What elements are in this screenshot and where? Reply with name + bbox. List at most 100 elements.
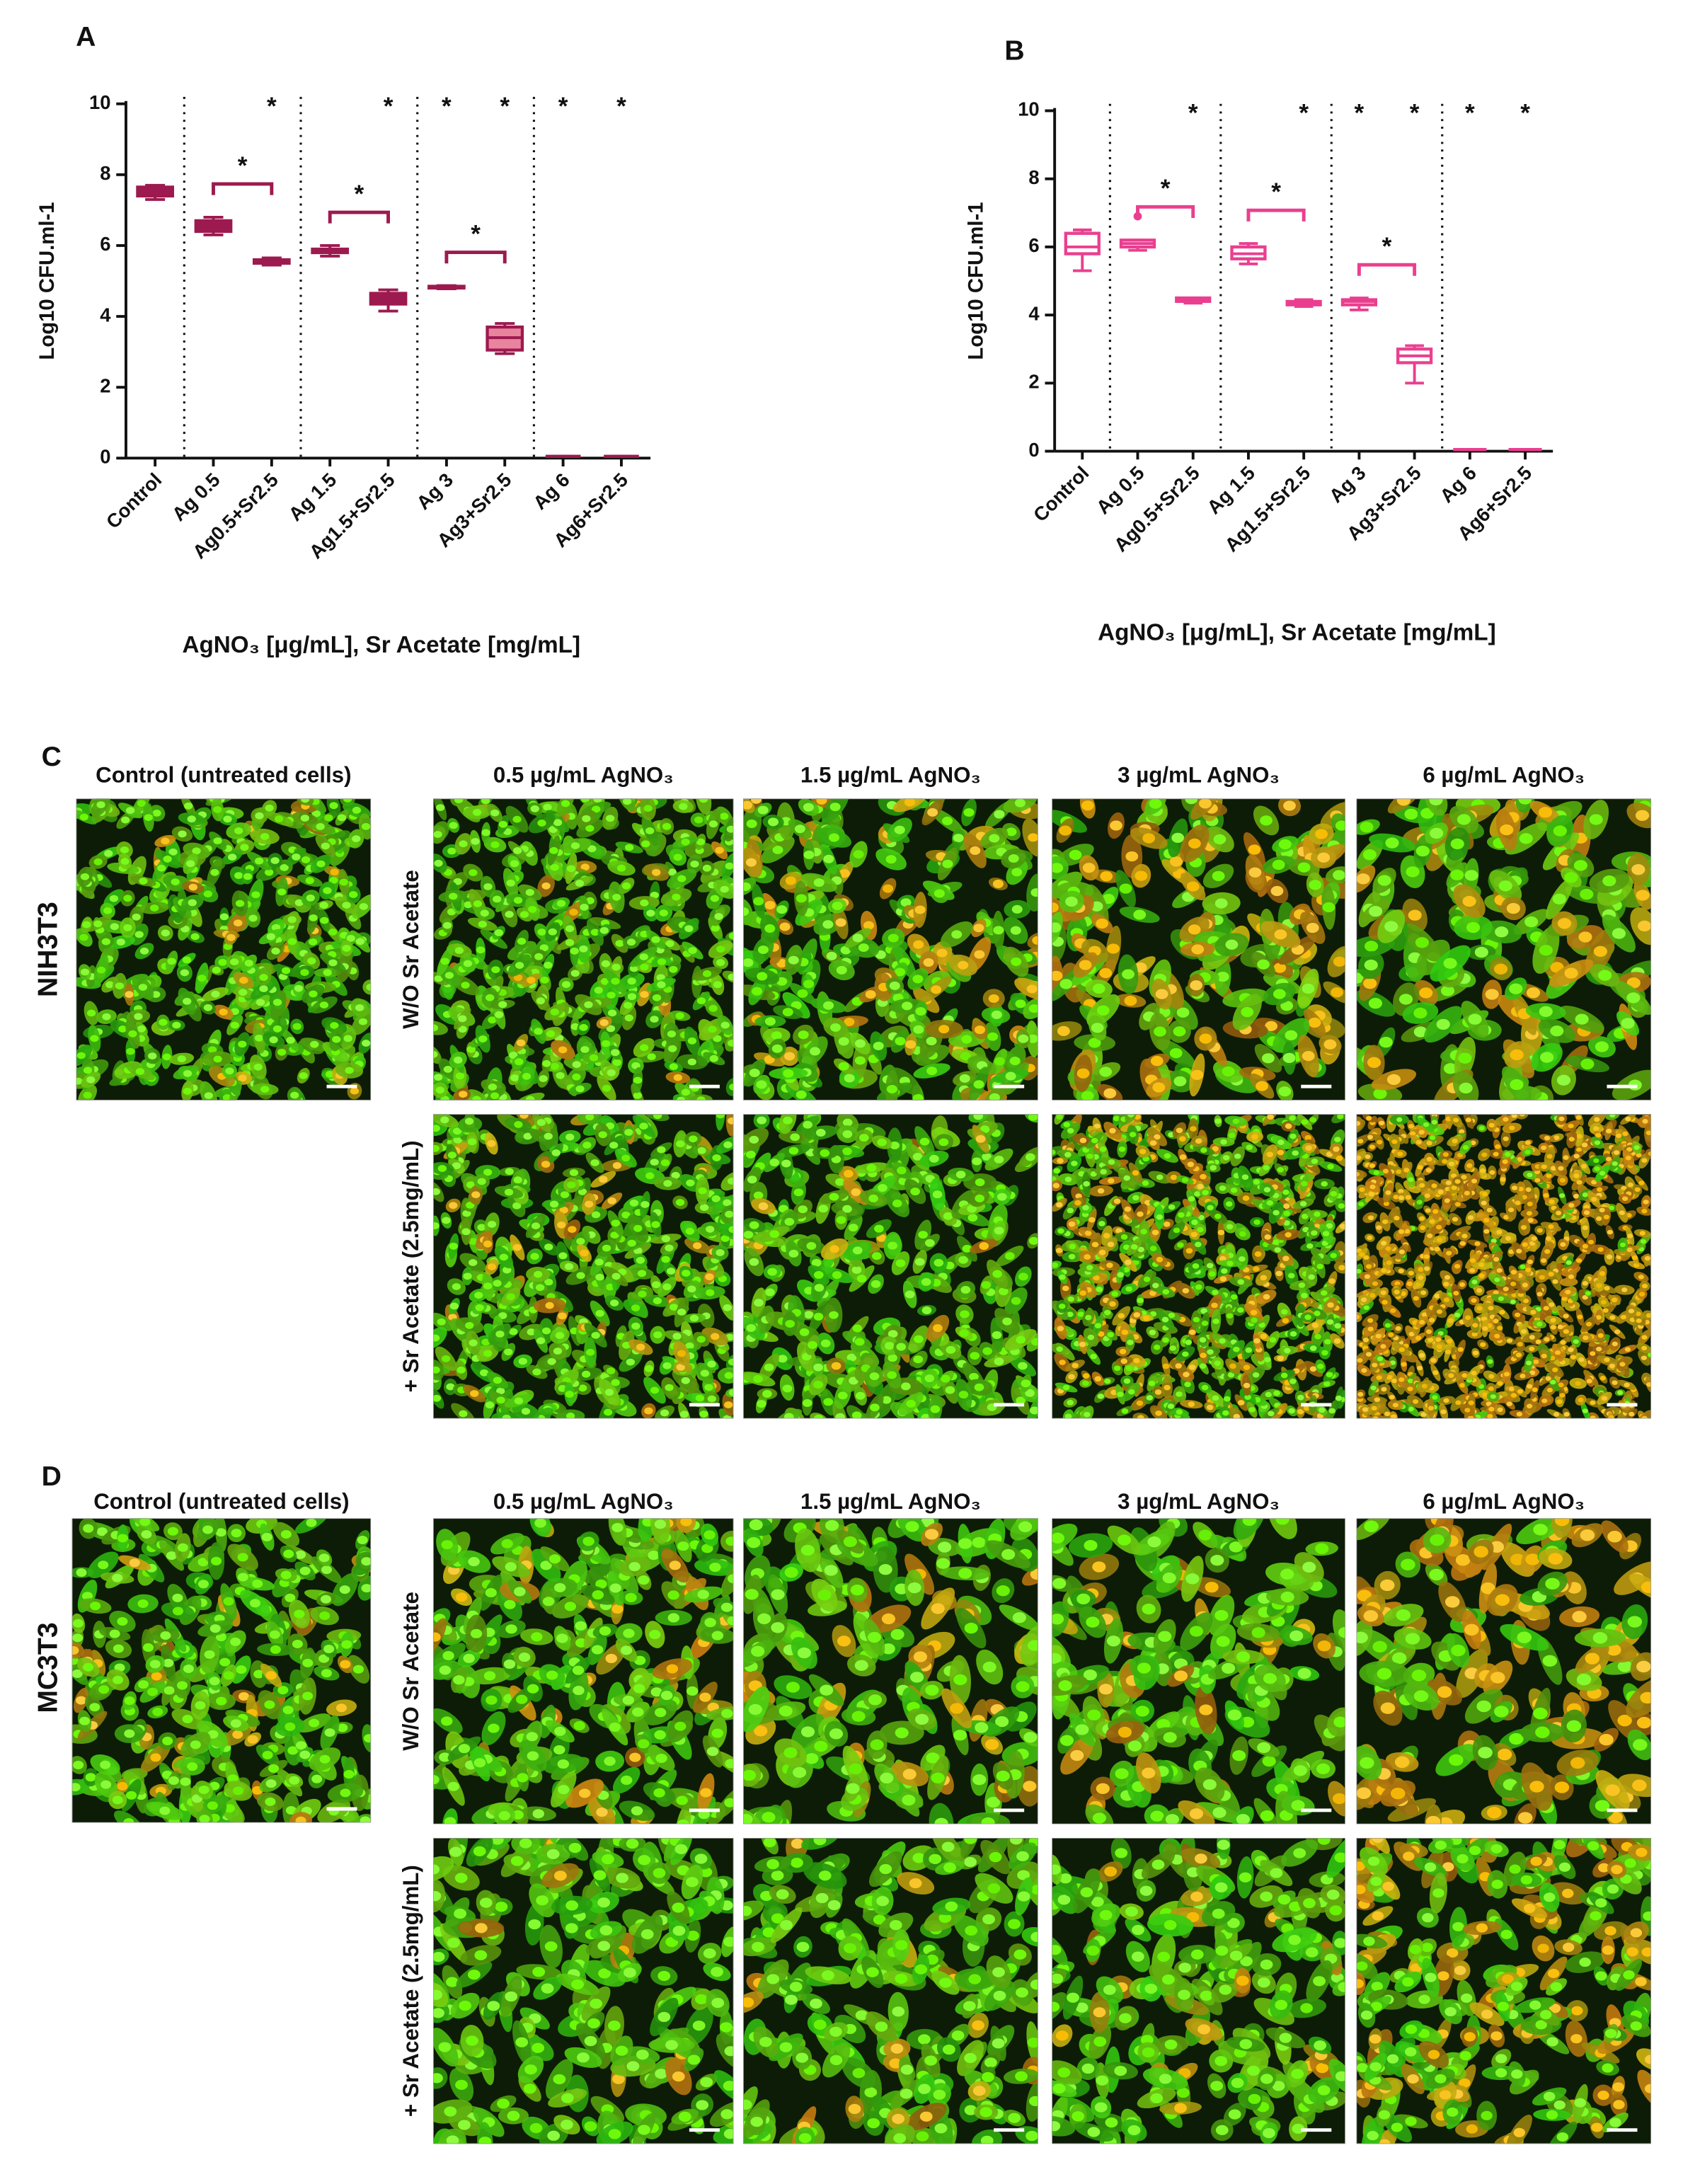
- nucleus: [461, 1228, 471, 1236]
- nucleus: [973, 1114, 984, 1120]
- nucleus: [580, 1249, 589, 1257]
- nucleus: [1248, 844, 1261, 855]
- nucleus: [93, 920, 103, 928]
- nucleus: [513, 1176, 522, 1184]
- nucleus: [591, 1211, 601, 1219]
- nucleus: [1173, 1026, 1186, 1037]
- nucleus: [1124, 995, 1137, 1006]
- nucleus: [530, 1253, 539, 1260]
- nucleus: [126, 807, 135, 815]
- y-tick-label: 6: [100, 233, 110, 255]
- nucleus: [646, 909, 655, 917]
- nucleus: [309, 990, 318, 998]
- nucleus: [433, 1188, 440, 1195]
- nucleus: [1230, 1187, 1238, 1193]
- nucleus: [342, 902, 351, 909]
- nucleus: [534, 1028, 543, 1035]
- nucleus: [644, 1407, 653, 1415]
- nucleus: [570, 842, 580, 849]
- nucleus: [1364, 959, 1378, 971]
- nucleus: [1493, 963, 1508, 975]
- nucleus: [892, 1199, 902, 1207]
- nucleus: [829, 1192, 839, 1201]
- micrograph: [1356, 798, 1652, 1100]
- nucleus: [294, 984, 304, 992]
- nucleus: [771, 1044, 783, 1053]
- nucleus: [1122, 969, 1135, 979]
- nucleus: [681, 1088, 691, 1096]
- nucleus: [762, 1389, 772, 1398]
- nucleus: [536, 1284, 545, 1292]
- nucleus: [493, 1377, 502, 1384]
- nucleus: [645, 827, 655, 834]
- nucleus: [1506, 902, 1520, 914]
- y-axis-label: Log10 CFU.ml-1: [964, 202, 987, 360]
- nucleus: [118, 1025, 127, 1033]
- nucleus: [829, 803, 841, 812]
- significance-mark: *: [1271, 178, 1281, 206]
- nucleus: [1589, 814, 1603, 825]
- nucleus: [923, 958, 934, 967]
- nucleus: [449, 1242, 458, 1250]
- nucleus: [539, 1075, 548, 1083]
- nucleus: [1474, 946, 1488, 958]
- nucleus: [720, 1235, 730, 1242]
- nucleus: [580, 863, 590, 871]
- control-title: Control (untreated cells): [96, 762, 351, 787]
- nucleus: [512, 815, 522, 823]
- x-axis-label: AgNO₃ [μg/mL], Sr Acetate [mg/mL]: [1098, 619, 1496, 645]
- nucleus: [441, 1355, 451, 1362]
- nucleus: [953, 834, 964, 843]
- nucleus: [839, 869, 850, 878]
- nucleus: [1008, 854, 1019, 863]
- nucleus: [96, 966, 106, 974]
- nucleus: [938, 1025, 950, 1034]
- nucleus: [641, 840, 650, 848]
- nucleus: [1552, 893, 1566, 904]
- nucleus: [795, 1090, 807, 1099]
- nucleus: [546, 1030, 556, 1038]
- nucleus: [226, 933, 236, 941]
- nucleus: [716, 1114, 725, 1119]
- nucleus: [940, 1374, 950, 1383]
- nucleus: [685, 1342, 694, 1350]
- nucleus: [580, 1046, 590, 1053]
- nucleus: [474, 1292, 483, 1299]
- nucleus: [836, 965, 847, 975]
- nucleus: [818, 1205, 829, 1213]
- nucleus: [523, 1132, 532, 1140]
- nucleus: [713, 981, 723, 989]
- nucleus: [638, 1290, 647, 1298]
- nucleus: [1010, 926, 1021, 935]
- nucleus: [1406, 866, 1420, 878]
- nucleus: [167, 958, 176, 965]
- micrograph: [1052, 798, 1345, 1100]
- nucleus: [702, 864, 712, 872]
- y-tick-label: 4: [1028, 302, 1040, 324]
- panel-label: B: [1004, 36, 1024, 67]
- nucleus: [536, 1119, 546, 1126]
- nucleus: [222, 1094, 232, 1100]
- nucleus: [585, 824, 594, 832]
- nucleus: [255, 857, 264, 865]
- nucleus: [550, 1008, 559, 1016]
- nucleus: [1253, 1179, 1260, 1185]
- nucleus: [707, 1395, 716, 1403]
- nucleus: [962, 1244, 972, 1253]
- nucleus: [513, 846, 522, 854]
- nucleus: [765, 1288, 775, 1297]
- nucleus: [844, 1074, 855, 1083]
- nucleus: [590, 929, 600, 936]
- nucleus: [708, 1004, 718, 1012]
- nucleus: [522, 1072, 532, 1080]
- nucleus: [355, 1004, 364, 1011]
- nucleus: [776, 905, 788, 914]
- nucleus: [853, 850, 864, 859]
- nucleus: [888, 1354, 897, 1362]
- nucleus: [359, 903, 368, 910]
- nucleus: [244, 959, 253, 967]
- nucleus: [228, 854, 237, 861]
- nucleus: [724, 1401, 733, 1408]
- nucleus: [1005, 1252, 1015, 1260]
- nucleus: [454, 798, 464, 804]
